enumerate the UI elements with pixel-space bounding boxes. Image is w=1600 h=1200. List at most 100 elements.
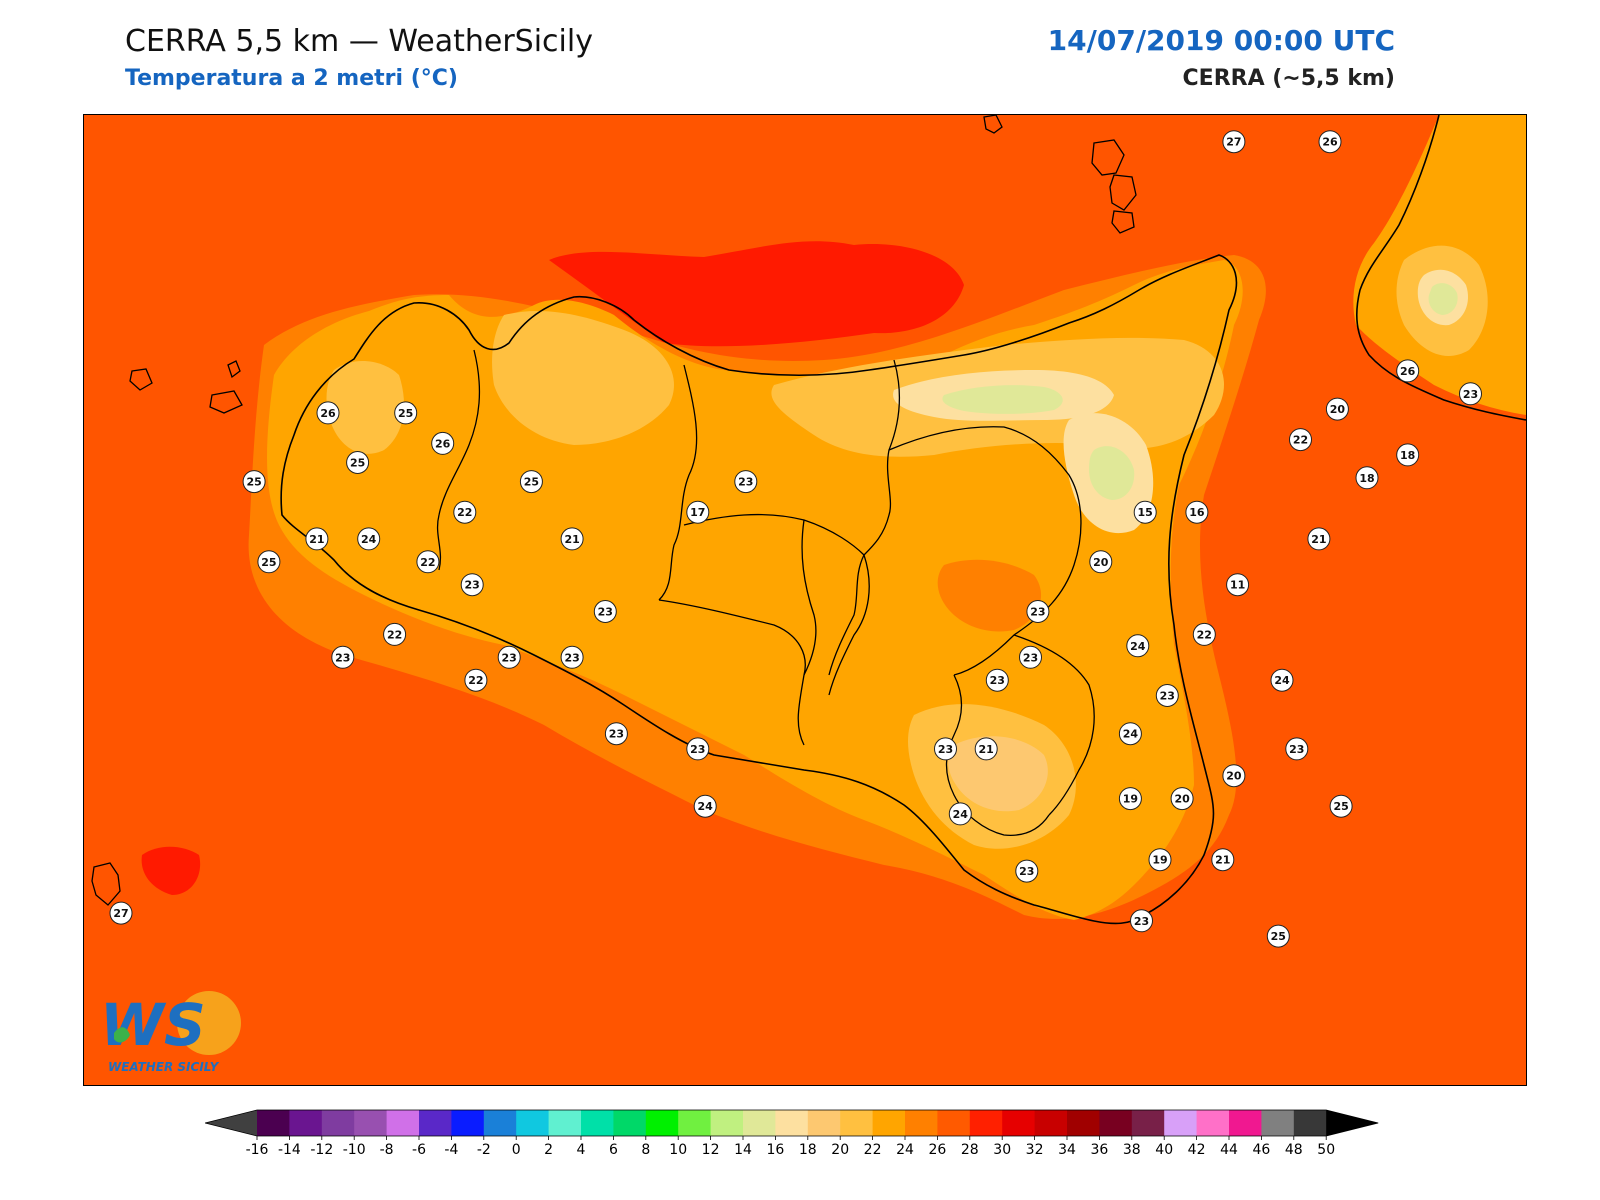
station-value: 23 [609,728,624,741]
station-marker: 20 [1089,550,1113,574]
station-marker: 25 [1329,794,1353,818]
station-marker: 25 [257,550,281,574]
station-value: 23 [690,743,705,756]
station-value: 21 [309,533,324,546]
station-value: 22 [387,628,402,641]
colorbar-swatch [775,1110,809,1136]
colorbar-swatch [451,1110,485,1136]
colorbar-tick-label: -14 [278,1142,301,1158]
station-value: 20 [1093,556,1109,569]
station-value: 25 [398,407,413,420]
station-circle [346,451,370,474]
station-circle [948,802,972,826]
colorbar-over-arrow [1326,1110,1379,1136]
colorbar-tick-label: 12 [702,1142,720,1158]
station-circle [453,500,477,524]
station-value: 23 [1160,690,1175,703]
station-circle [974,737,998,761]
colorbar-tick-label: -8 [380,1142,394,1158]
station-circle [693,794,717,818]
colorbar-tick-label: 4 [577,1142,586,1158]
station-circle [1026,600,1050,623]
station-marker: 22 [464,668,488,692]
station-circle [519,470,543,494]
station-circle [1329,794,1353,818]
station-circle [593,600,617,623]
station-circle [331,645,355,669]
station-circle [1325,397,1349,421]
station-marker: 24 [948,802,972,826]
station-marker: 26 [1318,130,1342,154]
station-marker: 23 [1015,859,1039,883]
station-circle [109,901,133,925]
station-value: 21 [564,533,579,546]
station-marker: 22 [383,622,407,646]
station-marker: 26 [431,431,455,455]
station-circle [1396,359,1420,383]
station-circle [1015,859,1039,883]
colorbar-tick-label: 24 [896,1142,914,1158]
station-circle [686,737,710,761]
colorbar-tick-label: 22 [864,1142,882,1158]
station-marker: 19 [1148,848,1172,872]
station-circle [357,527,381,551]
station-marker: 20 [1170,787,1194,811]
station-value: 21 [1215,854,1230,867]
etna-summit [1089,446,1135,500]
colorbar-swatch [386,1110,420,1136]
colorbar-tick-label: 32 [1026,1142,1044,1158]
station-marker: 23 [331,645,355,669]
colorbar-swatch [743,1110,776,1136]
station-value: 22 [420,556,435,569]
station-value: 23 [1030,606,1045,619]
colorbar-tick-label: 34 [1058,1142,1076,1158]
station-value: 18 [1400,449,1415,462]
station-value: 26 [1400,365,1416,378]
station-value: 22 [457,506,472,519]
station-circle [686,500,710,524]
colorbar-tick-label: 14 [734,1142,752,1158]
station-value: 23 [938,743,953,756]
station-circle [1285,737,1309,761]
station-value: 23 [564,651,579,664]
interior-cool-west [326,360,404,454]
station-marker: 24 [1270,668,1294,692]
colorbar-tick-label: -10 [343,1142,366,1158]
station-value: 23 [1023,651,1038,664]
colorbar-tick-label: 48 [1285,1142,1303,1158]
station-circle [1266,924,1290,948]
station-value: 27 [113,907,128,920]
station-value: 23 [1019,865,1034,878]
station-marker: 23 [934,737,957,761]
colorbar-tick-label: 2 [544,1142,553,1158]
colorbar-tick-label: 44 [1220,1142,1238,1158]
station-circle [734,470,758,494]
logo-wordmark: WEATHER SICILY [108,1060,220,1074]
colorbar-tick-label: -16 [246,1142,269,1158]
colorbar-tick-label: 16 [766,1142,784,1158]
colorbar-swatch [1131,1110,1165,1136]
station-circle [1118,787,1142,811]
station-value: 20 [1330,403,1346,416]
station-value: 23 [1463,388,1478,401]
station-marker: 20 [1222,764,1246,788]
station-circle [1289,428,1312,452]
station-marker: 11 [1226,573,1250,597]
colorbar-tick-label: 38 [1123,1142,1141,1158]
calabria-coastline [1355,115,1526,421]
station-marker: 22 [453,500,477,524]
province-border-trapani [436,349,481,571]
temperature-map: 27 26 26 23 20 22 18 18 26 25 26 25 25 25 23 17 15 16 21 24… [83,114,1527,1086]
station-marker: 25 [519,470,543,494]
colorbar-tick-label: -4 [444,1142,458,1158]
station-value: 25 [1271,930,1286,943]
hyblean-cooler [948,736,1048,812]
weathersicily-logo: WS WEATHER SICILY [100,991,241,1074]
colorbar-swatch [548,1110,582,1136]
island-salina [1091,139,1125,176]
station-circle [497,645,521,669]
station-circle [1459,382,1482,406]
station-value: 23 [598,606,613,619]
colorbar-tick-label: 0 [512,1142,521,1158]
station-marker: 23 [560,645,584,669]
